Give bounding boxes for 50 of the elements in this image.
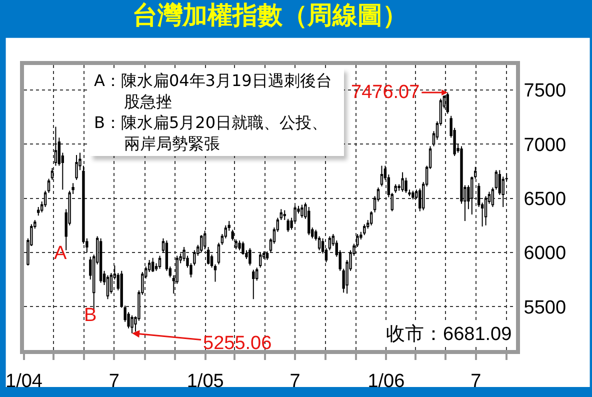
candlestick (258, 252, 262, 268)
y-tick-label: 7000 (524, 134, 566, 156)
y-tick-label: 7500 (524, 80, 566, 102)
candlestick (106, 274, 110, 300)
candlestick (242, 241, 244, 256)
candlestick (75, 154, 78, 180)
candlestick (200, 234, 203, 253)
y-tick-label: 5500 (524, 297, 566, 318)
candlestick (54, 126, 58, 166)
annotation: B：陳水扁5月20日就職、公投、兩岸局勢緊張 (94, 112, 329, 154)
candlestick (252, 269, 255, 300)
candlestick (151, 257, 154, 272)
candlestick (363, 224, 366, 236)
annotation: A：陳水扁04年3月19日遇刺後台股急挫 (94, 70, 333, 112)
candlestick (99, 238, 102, 284)
candlestick (50, 167, 54, 180)
x-tick-label: 7 (470, 370, 482, 392)
candlestick (238, 240, 241, 251)
candlestick (484, 196, 488, 226)
x-tick-label: 7 (290, 370, 300, 392)
x-tick-label: 1/06 (368, 370, 405, 392)
x-tick-label: 1/04 (6, 370, 43, 392)
candlestick (248, 248, 252, 266)
candlestick (370, 210, 373, 226)
annotation: 7476.07 (351, 82, 420, 103)
candlestick (283, 210, 286, 220)
x-tick-label: 1/05 (186, 370, 224, 392)
annotation: A (54, 243, 67, 264)
candlestick (300, 204, 304, 218)
candlestick (412, 190, 414, 200)
y-tick-label: 6500 (524, 188, 566, 210)
candlestick (204, 230, 206, 250)
candlestick (308, 206, 310, 236)
annotation: B (84, 305, 97, 326)
candlestick (446, 92, 449, 114)
candlestick (206, 246, 210, 265)
candlestick (286, 218, 290, 232)
candlestick (234, 238, 238, 250)
y-tick-label: 6000 (524, 243, 566, 264)
candlestick (231, 229, 234, 242)
candlestick (266, 250, 269, 261)
candlestick (394, 184, 397, 194)
annotation: 5255.06 (203, 333, 272, 354)
chart-title: 台灣加權指數（周線圖） (132, 1, 408, 30)
annotation: 收市：6681.09 (386, 323, 512, 345)
candlestick (380, 165, 384, 187)
candlestick (401, 172, 404, 192)
x-tick-label: 7 (108, 370, 120, 392)
candlestick (158, 255, 162, 270)
candlestick (130, 314, 134, 334)
